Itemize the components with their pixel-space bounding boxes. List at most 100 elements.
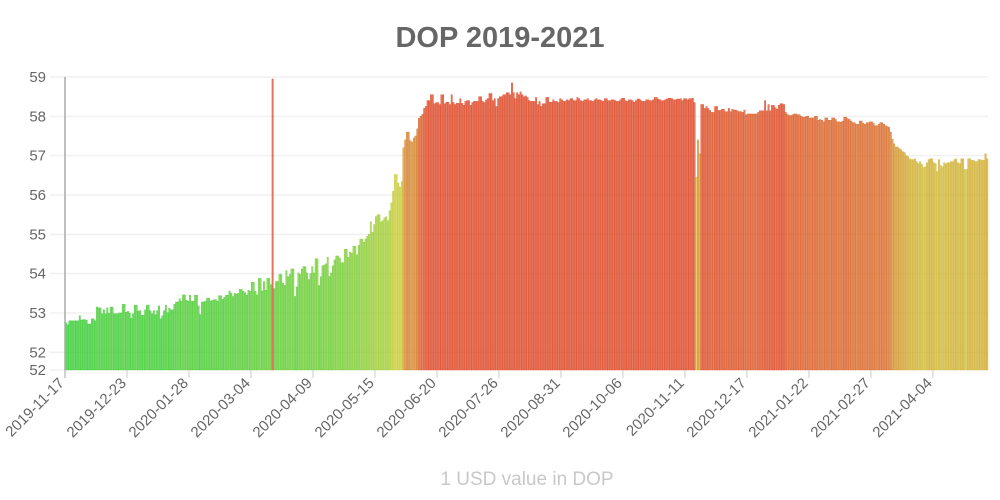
bar — [697, 139, 699, 371]
bar — [745, 114, 748, 371]
bar — [900, 149, 903, 371]
bar — [499, 96, 501, 371]
bar — [616, 101, 618, 371]
bar — [672, 99, 675, 371]
bar — [473, 101, 475, 371]
bar — [891, 138, 894, 371]
bar — [824, 117, 827, 371]
bar — [395, 174, 398, 371]
bar — [784, 112, 787, 371]
bar — [127, 311, 129, 371]
bar — [455, 103, 458, 371]
bar — [271, 78, 274, 371]
bar — [411, 141, 414, 371]
bar — [662, 100, 665, 371]
bar — [159, 318, 162, 371]
bar — [734, 109, 737, 371]
bar — [209, 300, 212, 371]
bar — [344, 249, 346, 371]
bar — [288, 274, 291, 371]
bar — [375, 216, 377, 371]
bar — [78, 315, 81, 371]
bar — [857, 123, 860, 371]
bar — [922, 167, 925, 371]
bar — [314, 258, 317, 371]
bar — [926, 162, 928, 371]
bar — [502, 94, 505, 371]
bar — [438, 104, 441, 371]
bar — [721, 109, 723, 371]
bar — [967, 158, 970, 371]
bar — [235, 293, 238, 371]
bar — [173, 304, 176, 371]
bar — [383, 217, 386, 371]
bar — [595, 98, 598, 371]
bar — [371, 232, 374, 371]
bar — [519, 91, 522, 371]
bar — [392, 190, 395, 371]
y-tick-label: 53 — [29, 305, 46, 322]
bar — [233, 293, 236, 371]
bar — [838, 121, 841, 371]
bar — [394, 174, 396, 371]
bar — [425, 106, 427, 371]
bar — [676, 98, 679, 371]
bar — [535, 97, 537, 371]
bar — [400, 181, 403, 371]
bar — [886, 126, 889, 371]
bar — [862, 123, 865, 371]
bar — [867, 122, 870, 371]
bar — [740, 111, 742, 371]
bar — [605, 98, 608, 371]
bar — [87, 323, 90, 371]
bar — [889, 131, 892, 371]
bars — [65, 78, 989, 371]
bar — [686, 99, 689, 371]
bar — [576, 97, 579, 371]
bar — [819, 119, 822, 371]
bar — [208, 297, 210, 371]
bar — [380, 221, 383, 371]
bar — [798, 114, 801, 371]
bar — [323, 264, 326, 371]
bar — [493, 98, 496, 371]
bar — [645, 99, 648, 371]
bar — [528, 100, 531, 371]
bar — [531, 101, 534, 371]
bar — [418, 118, 420, 371]
bar — [228, 290, 231, 371]
bar — [363, 241, 365, 371]
bar — [822, 121, 825, 371]
bar — [264, 289, 267, 371]
bar — [945, 163, 947, 371]
bar — [688, 98, 691, 371]
bar — [592, 101, 594, 371]
bar — [939, 165, 942, 371]
bar — [747, 113, 749, 371]
bar — [920, 164, 923, 371]
bar — [142, 315, 145, 371]
bar — [691, 98, 694, 371]
bar — [664, 99, 667, 371]
y-tick-label: 54 — [29, 266, 46, 283]
bar — [104, 313, 107, 371]
bar — [848, 119, 851, 371]
bar — [733, 109, 736, 371]
bar — [306, 272, 308, 371]
bar — [743, 109, 746, 371]
bar — [354, 245, 357, 371]
bar — [800, 116, 803, 371]
bar — [767, 104, 770, 371]
bar — [581, 101, 584, 371]
bar — [511, 82, 513, 371]
bar — [722, 109, 725, 371]
bar — [497, 98, 500, 371]
bar — [505, 92, 508, 371]
bar — [130, 317, 133, 371]
bar — [979, 159, 982, 371]
bar — [523, 96, 525, 371]
bar — [416, 128, 419, 371]
bar — [604, 98, 606, 371]
bar — [82, 319, 85, 371]
bar — [912, 159, 915, 371]
